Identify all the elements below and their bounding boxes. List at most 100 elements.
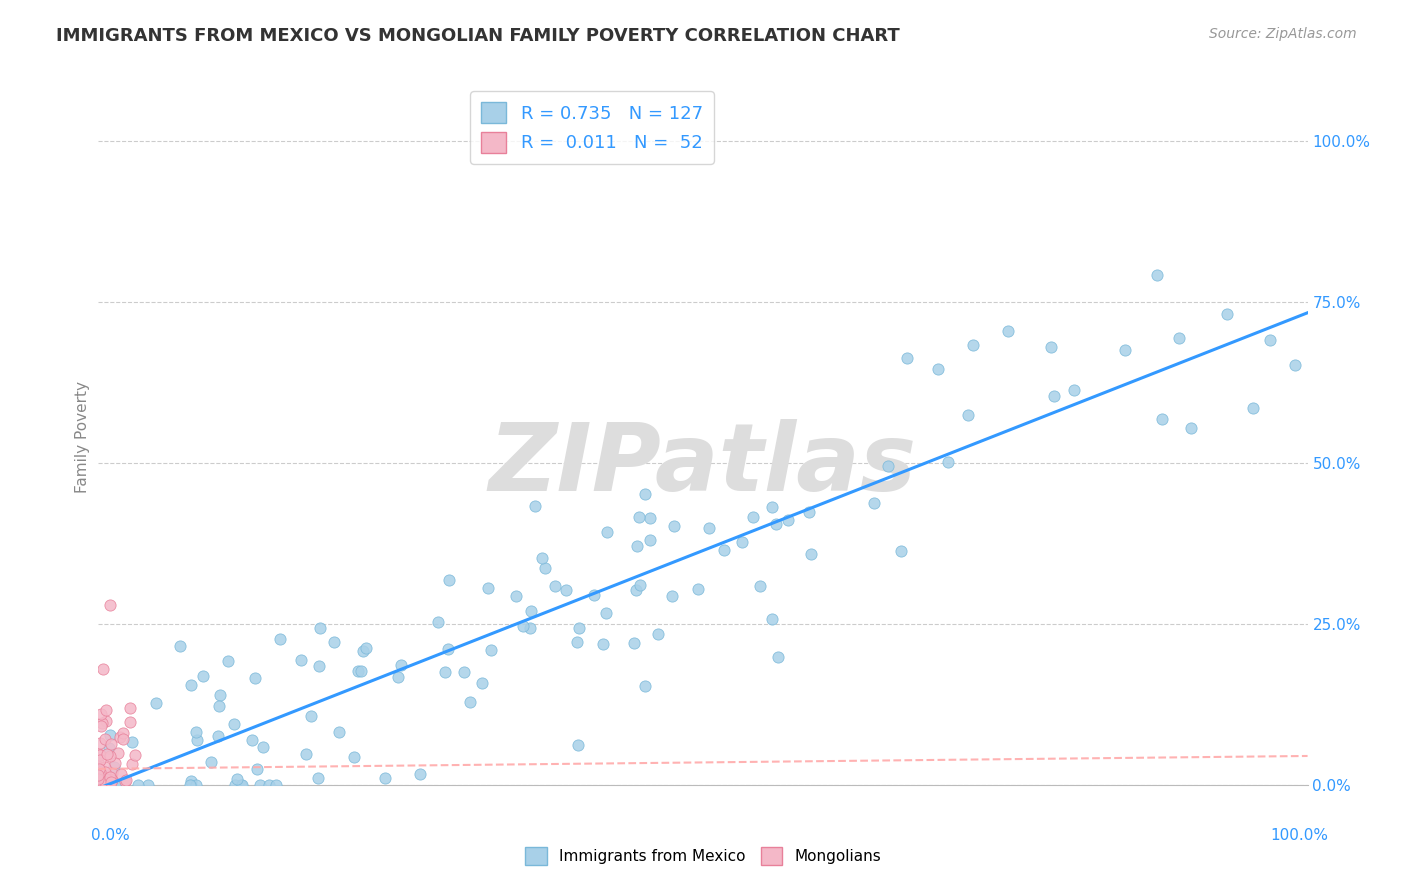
Legend: R = 0.735   N = 127, R =  0.011   N =  52: R = 0.735 N = 127, R = 0.011 N = 52: [470, 91, 714, 163]
Point: [567, 634, 589, 648]
Point: [145, 697, 167, 711]
Point: [180, 678, 202, 692]
Point: [582, 588, 605, 602]
Point: [207, 729, 229, 743]
Point: [87, 774, 110, 789]
Point: [87, 747, 110, 762]
Point: [249, 778, 271, 792]
Point: [595, 606, 617, 620]
Point: [519, 621, 541, 635]
Point: [89, 765, 111, 780]
Point: [243, 671, 266, 685]
Point: [100, 775, 122, 789]
Point: [200, 755, 222, 769]
Point: [623, 636, 645, 650]
Point: [186, 733, 208, 747]
Point: [96, 703, 118, 717]
Point: [761, 500, 783, 514]
Point: [98, 770, 121, 784]
Point: [94, 772, 117, 786]
Point: [89, 769, 111, 783]
Point: [568, 621, 591, 635]
Point: [93, 765, 115, 780]
Point: [87, 772, 110, 786]
Point: [662, 519, 685, 533]
Point: [1063, 383, 1085, 397]
Point: [104, 756, 127, 770]
Point: [295, 747, 318, 761]
Point: [98, 741, 121, 756]
Text: Source: ZipAtlas.com: Source: ZipAtlas.com: [1209, 27, 1357, 41]
Point: [90, 774, 112, 789]
Point: [229, 778, 252, 792]
Point: [328, 724, 350, 739]
Point: [436, 642, 458, 657]
Point: [512, 618, 534, 632]
Point: [299, 709, 322, 723]
Point: [193, 669, 215, 683]
Point: [409, 767, 432, 781]
Point: [761, 612, 783, 626]
Point: [309, 621, 332, 635]
Point: [890, 543, 912, 558]
Point: [208, 699, 231, 714]
Point: [87, 756, 110, 770]
Point: [308, 659, 330, 673]
Point: [169, 639, 191, 653]
Point: [118, 700, 141, 714]
Point: [479, 642, 502, 657]
Text: IMMIGRANTS FROM MEXICO VS MONGOLIAN FAMILY POVERTY CORRELATION CHART: IMMIGRANTS FROM MEXICO VS MONGOLIAN FAMI…: [56, 27, 900, 45]
Point: [136, 778, 159, 792]
Point: [896, 351, 918, 365]
Point: [252, 739, 274, 754]
Point: [350, 664, 373, 678]
Point: [110, 767, 132, 781]
Point: [100, 773, 122, 788]
Point: [1284, 358, 1306, 372]
Point: [94, 778, 117, 792]
Point: [87, 774, 110, 789]
Point: [592, 637, 614, 651]
Point: [634, 679, 657, 693]
Point: [567, 738, 589, 752]
Point: [89, 718, 111, 732]
Point: [387, 670, 409, 684]
Point: [121, 756, 143, 771]
Point: [91, 662, 114, 676]
Point: [1258, 333, 1281, 347]
Point: [863, 496, 886, 510]
Point: [534, 561, 557, 575]
Point: [94, 760, 117, 774]
Point: [226, 772, 249, 787]
Point: [89, 747, 111, 762]
Y-axis label: Family Poverty: Family Poverty: [75, 381, 90, 493]
Point: [96, 747, 118, 762]
Point: [936, 455, 959, 469]
Point: [89, 778, 111, 792]
Text: ZIPatlas: ZIPatlas: [489, 419, 917, 511]
Point: [1043, 389, 1066, 403]
Point: [184, 778, 207, 792]
Point: [91, 772, 114, 787]
Point: [741, 509, 763, 524]
Point: [730, 534, 752, 549]
Point: [342, 750, 364, 764]
Point: [765, 517, 787, 532]
Point: [697, 521, 720, 535]
Point: [713, 542, 735, 557]
Point: [1241, 401, 1264, 416]
Point: [437, 574, 460, 588]
Point: [269, 632, 291, 647]
Point: [389, 657, 412, 672]
Point: [633, 486, 655, 500]
Point: [100, 737, 122, 751]
Point: [90, 776, 112, 790]
Point: [347, 664, 370, 678]
Point: [626, 582, 648, 597]
Text: 100.0%: 100.0%: [1271, 828, 1329, 843]
Point: [98, 749, 121, 764]
Point: [520, 603, 543, 617]
Point: [1180, 421, 1202, 435]
Point: [217, 653, 239, 667]
Point: [627, 510, 650, 524]
